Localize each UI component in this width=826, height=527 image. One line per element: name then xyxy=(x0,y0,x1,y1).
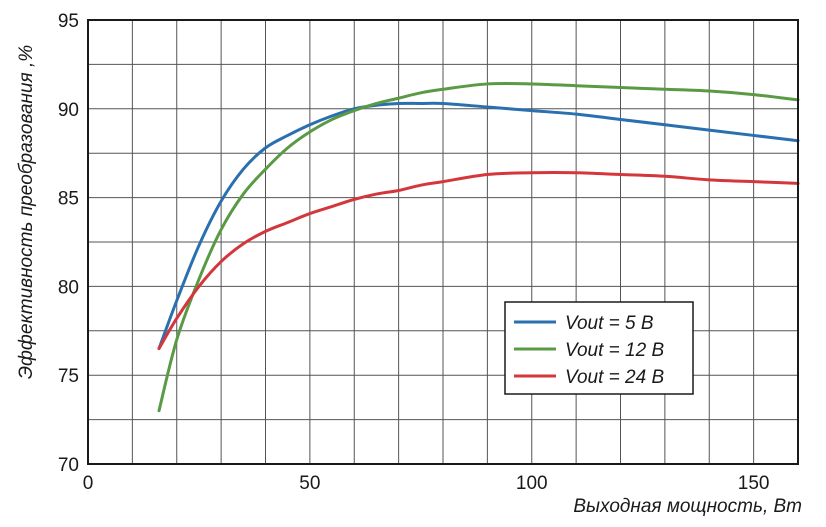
legend: Vout = 5 В Vout = 12 В Vout = 24 В xyxy=(504,301,694,395)
legend-label-5v: Vout = 5 В xyxy=(565,313,654,334)
y-tick-label: 80 xyxy=(58,277,79,298)
series-layer xyxy=(157,81,800,413)
y-axis-label: Эффективность преобразования ,% xyxy=(16,45,37,379)
y-tick-label: 90 xyxy=(58,100,79,121)
x-tick-label: 150 xyxy=(738,473,770,494)
x-tick-labels: 0 50 100 150 xyxy=(83,473,770,494)
x-tick-label: 50 xyxy=(299,473,320,494)
y-tick-label: 70 xyxy=(58,455,79,476)
y-tick-label: 95 xyxy=(58,11,79,32)
x-tick-label: 100 xyxy=(516,473,548,494)
y-tick-label: 75 xyxy=(58,366,79,387)
x-tick-label: 0 xyxy=(83,473,94,494)
series-line-24v xyxy=(157,171,800,351)
y-tick-labels: 70 75 80 85 90 95 xyxy=(58,11,79,476)
legend-label-24v: Vout = 24 В xyxy=(565,367,664,388)
y-tick-label: 85 xyxy=(58,189,79,210)
series-line-12v xyxy=(157,81,800,413)
x-axis-label: Выходная мощность, Вт xyxy=(573,496,802,517)
plot-frame xyxy=(87,19,799,465)
series-line-5v xyxy=(157,101,800,351)
legend-label-12v: Vout = 12 В xyxy=(565,340,664,361)
grid xyxy=(88,20,798,464)
